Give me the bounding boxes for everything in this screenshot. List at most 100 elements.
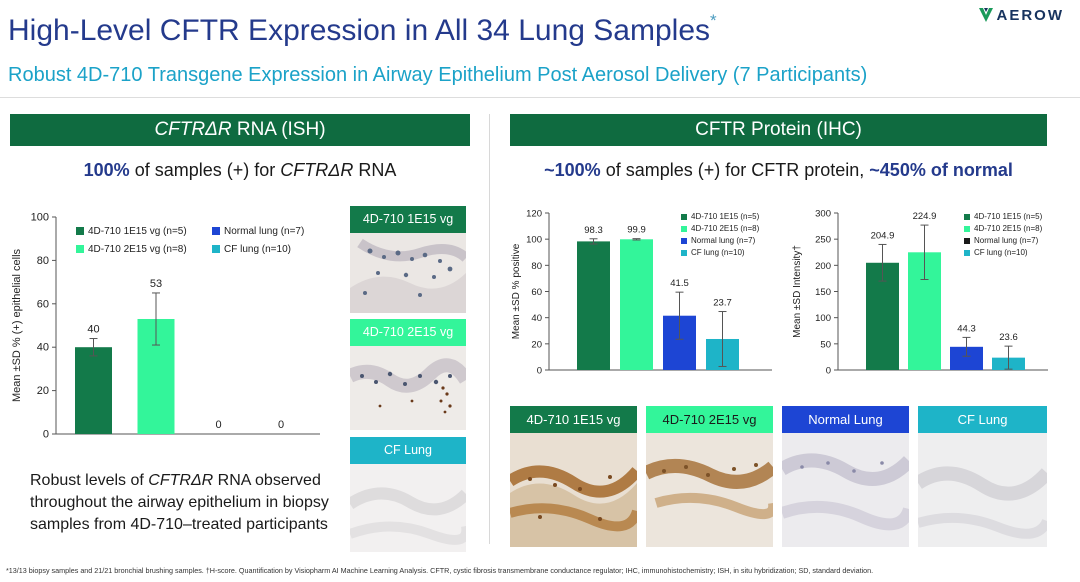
ish-tile-cf: CF Lung — [346, 437, 472, 557]
y-tick-label: 20 — [531, 339, 542, 350]
data-label: 41.5 — [670, 278, 689, 289]
ish-panel-header: CFTRΔR RNA (ISH) — [10, 114, 470, 146]
bar — [577, 241, 610, 370]
y-axis-label: Mean ±SD % positive — [511, 243, 522, 339]
ish-stat-line: 100% of samples (+) for CFTRΔR RNA — [83, 160, 397, 180]
legend-swatch — [76, 227, 84, 235]
page-subtitle: Robust 4D-710 Transgene Expression in Ai… — [8, 64, 868, 86]
ihc-panel-header: CFTR Protein (IHC) — [510, 114, 1047, 146]
y-tick-label: 80 — [37, 255, 49, 267]
data-label: 0 — [278, 419, 284, 431]
ihc-tile-1e15: 4D-710 1E15 vg — [506, 406, 642, 552]
ihc-tile-normal-image — [778, 433, 915, 547]
y-tick-label: 0 — [826, 366, 831, 377]
legend-swatch — [76, 245, 84, 253]
ish-rna-chart: 0 20 40 60 80 100 Mean ±SD % (+) epithelial ce… — [11, 212, 320, 441]
ihc-tile-normal-label: Normal Lung — [782, 406, 909, 433]
y-tick-label: 60 — [37, 298, 49, 310]
ish-tile-cf-label: CF Lung — [350, 437, 466, 464]
ihc-tile-normal: Normal Lung — [778, 406, 915, 552]
y-tick-label: 300 — [815, 209, 831, 220]
ihc-tile-2e15-label: 4D-710 2E15 vg — [646, 406, 773, 433]
data-label: 23.6 — [999, 332, 1018, 343]
legend-item: 4D-710 2E15 (n=8) — [974, 224, 1043, 233]
ish-tile-1e15-label: 4D-710 1E15 vg — [350, 206, 466, 233]
legend-item: 4D-710 2E15 (n=8) — [691, 224, 760, 233]
data-label: 98.3 — [584, 225, 603, 236]
page-title: High-Level CFTR Expression in All 34 Lun… — [8, 11, 717, 47]
header-divider — [0, 97, 1080, 98]
panel-divider — [489, 114, 490, 544]
legend-item: CF lung (n=10) — [691, 248, 745, 257]
legend-item: 4D-710 1E15 (n=5) — [974, 212, 1043, 221]
bar — [75, 347, 112, 434]
legend-swatch — [212, 227, 220, 235]
ish-tile-1e15: 4D-710 1E15 vg — [350, 206, 470, 318]
y-tick-label: 20 — [37, 385, 49, 397]
legend-swatch — [964, 250, 970, 256]
ish-tile-cf-image — [346, 464, 472, 552]
ish-tile-2e15: 4D-710 2E15 vg — [346, 319, 472, 435]
y-tick-label: 100 — [815, 313, 831, 324]
data-label: 224.9 — [913, 211, 937, 222]
ihc-tile-cf-image — [914, 433, 1053, 547]
ish-tile-2e15-image — [346, 346, 472, 430]
ihc-intensity-chart: 0 50 100 150 200 250 300 Mean ±SD Intensity† 204… — [792, 209, 1048, 377]
legend-swatch — [681, 250, 687, 256]
data-label: 44.3 — [957, 323, 976, 334]
y-tick-label: 100 — [31, 212, 49, 224]
legend-swatch — [964, 238, 970, 244]
ihc-tile-2e15-image — [642, 433, 779, 547]
legend-swatch — [212, 245, 220, 253]
legend-item: 4D-710 1E15 vg (n=5) — [88, 226, 187, 237]
y-tick-label: 0 — [537, 366, 542, 377]
y-tick-label: 200 — [815, 261, 831, 272]
y-tick-label: 250 — [815, 235, 831, 246]
ish-tile-1e15-image — [350, 233, 470, 313]
y-tick-label: 120 — [526, 209, 542, 220]
bar — [950, 346, 983, 370]
legend-swatch — [964, 214, 970, 220]
legend-swatch — [681, 238, 687, 244]
data-label: 99.9 — [627, 225, 646, 236]
y-axis-label: Mean ±SD Intensity† — [792, 245, 803, 338]
legend-item: CF lung (n=10) — [224, 244, 291, 255]
ihc-tile-2e15: 4D-710 2E15 vg — [642, 406, 779, 552]
y-tick-label: 0 — [43, 429, 49, 441]
legend-item: 4D-710 2E15 vg (n=8) — [88, 244, 187, 255]
ish-tile-2e15-label: 4D-710 2E15 vg — [350, 319, 466, 346]
logo-mark-icon — [978, 8, 993, 22]
title-footnote-mark: * — [710, 11, 717, 30]
y-tick-label: 80 — [531, 261, 542, 272]
bar — [620, 239, 653, 370]
ihc-tile-cf: CF Lung — [914, 406, 1053, 552]
y-axis-label: Mean ±SD % (+) epithelial cells — [11, 248, 23, 402]
data-label: 0 — [215, 419, 221, 431]
legend-item: Normal lung (n=7) — [691, 236, 756, 245]
footnote: *13/13 biopsy samples and 21/21 bronchia… — [6, 566, 874, 575]
ihc-tile-1e15-label: 4D-710 1E15 vg — [510, 406, 637, 433]
company-logo: AEROW — [978, 6, 1065, 24]
y-tick-label: 60 — [531, 287, 542, 298]
ihc-tile-1e15-image — [506, 433, 642, 547]
y-tick-label: 40 — [37, 342, 49, 354]
legend-item: CF lung (n=10) — [974, 248, 1028, 257]
data-label: 204.9 — [871, 230, 895, 241]
legend-item: 4D-710 1E15 (n=5) — [691, 212, 760, 221]
ish-description: Robust levels of CFTRΔR RNA observed thr… — [30, 472, 329, 533]
data-label: 40 — [87, 324, 99, 336]
y-tick-label: 150 — [815, 287, 831, 298]
data-label: 53 — [150, 278, 162, 290]
data-label: 23.7 — [713, 298, 732, 309]
legend-swatch — [964, 226, 970, 232]
ihc-stat-line: ~100% of samples (+) for CFTR protein, ~… — [544, 160, 1013, 180]
legend-swatch — [681, 214, 687, 220]
logo-text: AEROW — [996, 6, 1064, 24]
y-tick-label: 100 — [526, 235, 542, 246]
ihc-percent-positive-chart: 0 20 40 60 80 100 120 Mean ±SD % positive 98.3 99… — [511, 209, 772, 377]
legend-item: Normal lung (n=7) — [224, 226, 304, 237]
legend-item: Normal lung (n=7) — [974, 236, 1039, 245]
y-tick-label: 50 — [820, 339, 831, 350]
legend-swatch — [681, 226, 687, 232]
y-tick-label: 40 — [531, 313, 542, 324]
